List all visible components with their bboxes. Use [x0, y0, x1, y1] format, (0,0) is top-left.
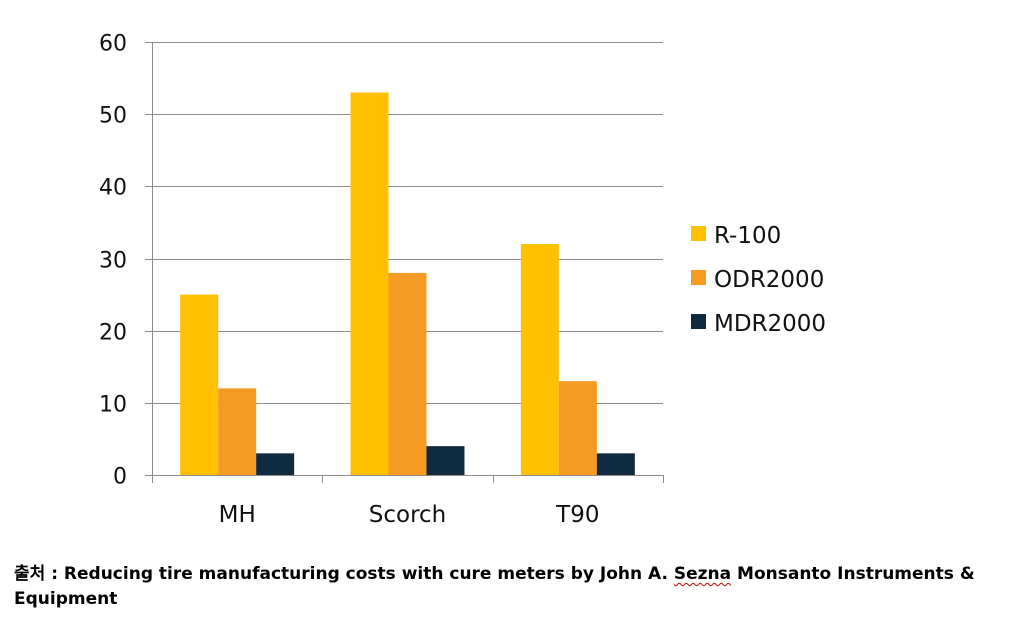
caption-misspelled-word: Sezna [673, 564, 732, 584]
bar-r-100-scorch [350, 92, 389, 476]
bars [180, 92, 635, 476]
legend-swatch-r-100 [691, 226, 706, 241]
bar-mdr2000-mh [256, 453, 295, 475]
legend-label-r-100: R-100 [714, 223, 781, 249]
bar-r-100-t90 [520, 244, 559, 475]
caption-suffix: Monsanto Instruments & Equipment [14, 564, 975, 609]
y-tick-label: 40 [99, 176, 127, 201]
y-tick-label: 0 [113, 465, 127, 490]
bar-odr2000-scorch [388, 272, 427, 475]
y-tick-label: 50 [99, 104, 127, 129]
bar-odr2000-mh [218, 388, 257, 475]
source-caption: 출처 : Reducing tire manufacturing costs w… [14, 562, 1004, 612]
axes: 0 10 20 30 40 50 60 MH Scorch T90 [99, 32, 664, 528]
x-category-label: Scorch [369, 502, 447, 528]
legend-label-odr2000: ODR2000 [714, 267, 824, 293]
x-category-label: MH [219, 502, 256, 528]
bar-chart: 0 10 20 30 40 50 60 MH Scorch T90 R-100 ODR2000 MDR… [99, 32, 826, 529]
legend-swatch-odr2000 [691, 270, 706, 285]
caption-prefix: 출처 : Reducing tire manufacturing costs w… [14, 564, 674, 584]
legend-label-mdr2000: MDR2000 [714, 311, 826, 337]
y-tick-label: 30 [99, 249, 127, 274]
bar-mdr2000-t90 [596, 453, 635, 475]
bar-mdr2000-scorch [426, 446, 465, 475]
bar-r-100-mh [180, 294, 219, 475]
y-tick-label: 60 [99, 32, 127, 57]
y-tick-label: 20 [99, 321, 127, 346]
x-category-label: T90 [555, 502, 599, 528]
legend: R-100 ODR2000 MDR2000 [691, 223, 826, 337]
legend-swatch-mdr2000 [691, 314, 706, 329]
bar-odr2000-t90 [558, 381, 597, 475]
y-tick-label: 10 [99, 393, 127, 418]
